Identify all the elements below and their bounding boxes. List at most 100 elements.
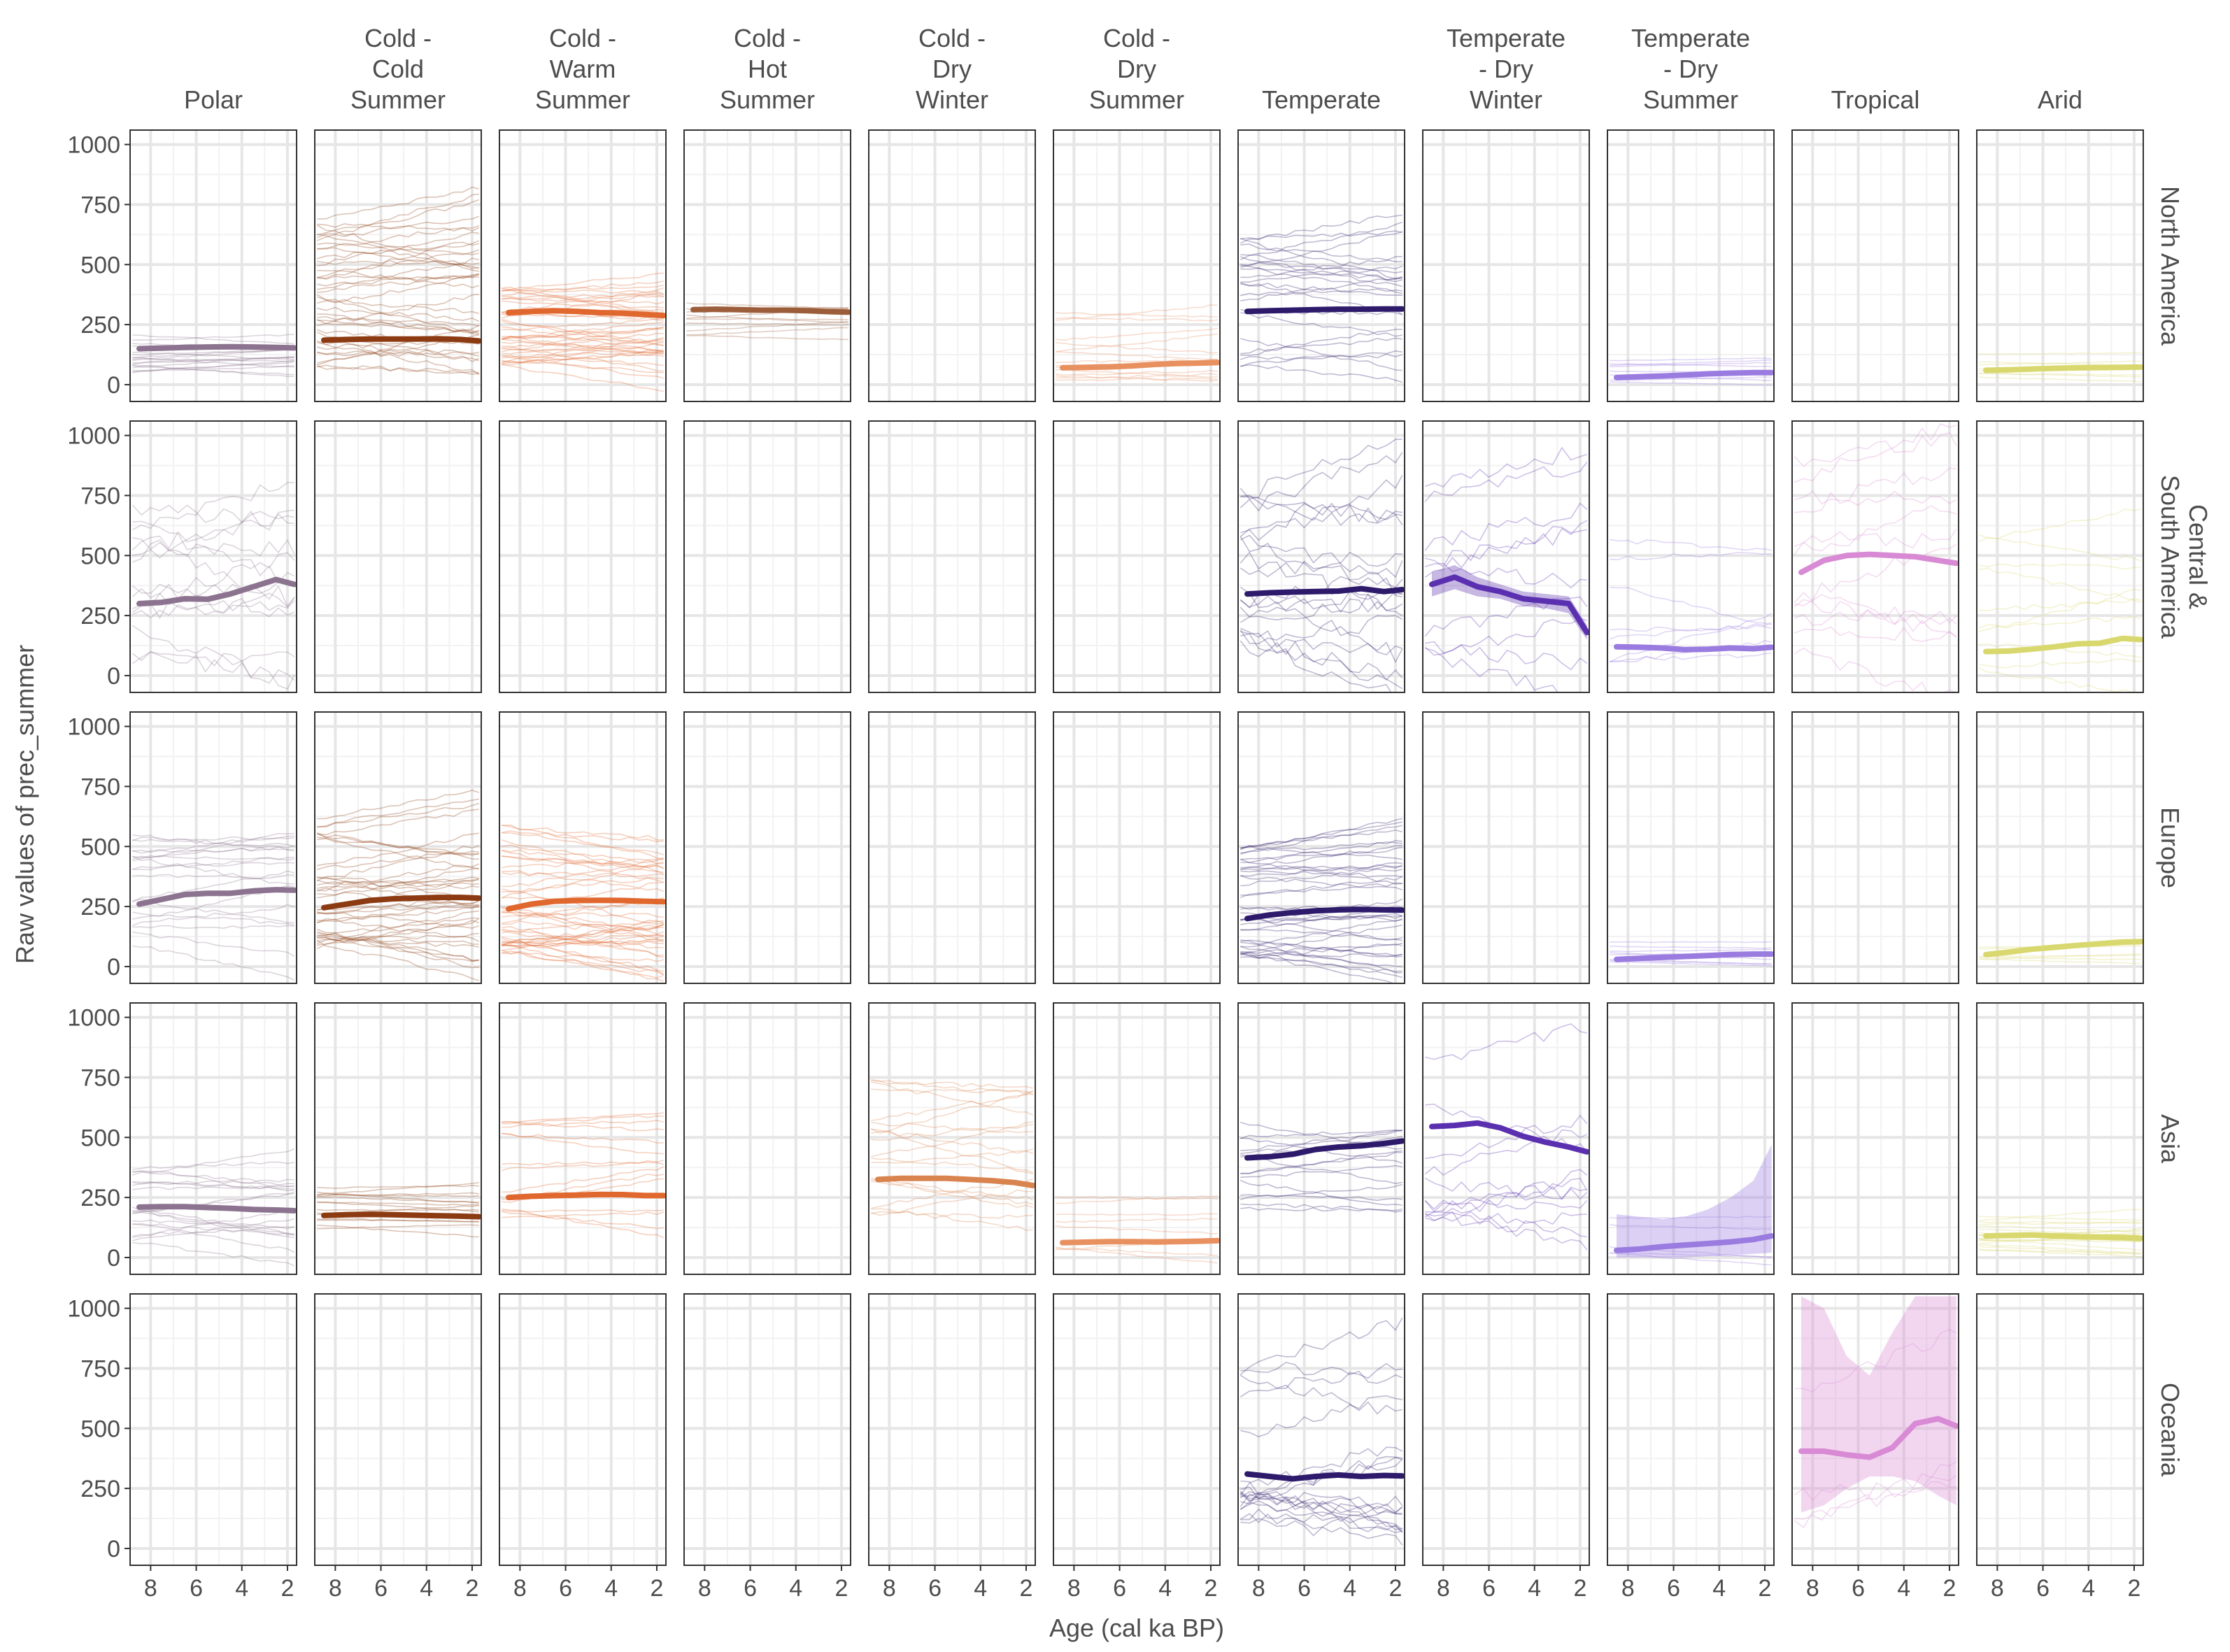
series-line-thin bbox=[502, 925, 664, 944]
series-line-thin bbox=[1610, 961, 1772, 967]
series-line-thin bbox=[316, 319, 480, 334]
series-line-thin bbox=[317, 850, 479, 871]
y-tick-label: 250 bbox=[80, 894, 120, 920]
series-line-thin bbox=[317, 340, 480, 376]
series-line-thin bbox=[317, 802, 479, 828]
series-line-thin bbox=[132, 931, 295, 957]
panel-grid bbox=[129, 129, 2144, 1566]
series-line-thin bbox=[132, 1181, 294, 1192]
series-line-thin bbox=[1240, 627, 1402, 655]
panel-r1-c5 bbox=[1053, 420, 1221, 693]
series-line-thin bbox=[1240, 632, 1403, 690]
x-tick-label: 6 bbox=[928, 1575, 942, 1602]
series-line-thin bbox=[502, 284, 664, 292]
series-line-thin bbox=[1979, 1222, 2141, 1225]
series-line-thin bbox=[1979, 1239, 2141, 1251]
panel-border bbox=[683, 1293, 851, 1566]
series-line-thin bbox=[317, 928, 479, 962]
series-line-thin bbox=[686, 334, 848, 341]
series-line-thin bbox=[1978, 667, 2134, 692]
column-strip-labels: Polar Cold -Cold Summer Cold -Warm Summer Col… bbox=[184, 24, 2082, 114]
series-line-thin bbox=[1240, 866, 1402, 872]
series-line-thin bbox=[1240, 829, 1402, 848]
series-line-thin bbox=[1240, 875, 1402, 891]
series-line-thin bbox=[317, 273, 480, 287]
panel-border bbox=[1053, 420, 1221, 693]
panel-border bbox=[129, 711, 297, 984]
series-line-thin bbox=[1240, 631, 1403, 681]
series-line-thin bbox=[1240, 1395, 1402, 1437]
series-line-thin bbox=[317, 900, 479, 923]
x-tick-label: 8 bbox=[1437, 1575, 1450, 1602]
series-line-thin bbox=[132, 1206, 294, 1236]
series-line-thin bbox=[1424, 1177, 1588, 1200]
series-line-thin bbox=[502, 1211, 664, 1218]
series-line-thin bbox=[686, 318, 848, 320]
series-line-thin bbox=[317, 242, 479, 255]
x-tick-label: 4 bbox=[420, 1575, 433, 1602]
series-line-thin bbox=[502, 287, 664, 294]
series-line-thin bbox=[1240, 862, 1402, 877]
series-line-thin bbox=[686, 322, 848, 326]
y-tick-label: 0 bbox=[107, 663, 120, 690]
series-line-thin bbox=[1240, 913, 1402, 925]
series-line-thin bbox=[132, 357, 294, 362]
panel-border bbox=[1237, 129, 1405, 402]
series-line-thin bbox=[502, 1120, 664, 1132]
series-line-thin bbox=[1240, 1317, 1403, 1376]
row-strip-label: Asia bbox=[2156, 1114, 2185, 1164]
series-line-thin bbox=[317, 932, 479, 969]
series-line-thin bbox=[502, 355, 664, 379]
series-line-thin bbox=[317, 920, 479, 946]
y-tick-label: 1000 bbox=[67, 132, 120, 159]
series-line-thin bbox=[1794, 1328, 1957, 1393]
series-line-thin bbox=[1610, 945, 1772, 949]
series-line-thin bbox=[317, 931, 479, 961]
series-line-mean bbox=[506, 897, 666, 912]
series-line-thin bbox=[1240, 551, 1402, 578]
series-line-thin bbox=[871, 1121, 1033, 1134]
series-line-thin bbox=[502, 888, 664, 925]
y-tick-label: 500 bbox=[80, 252, 120, 278]
series-line-thin bbox=[316, 845, 479, 882]
series-line-thin bbox=[1610, 552, 1772, 560]
series-line-thin bbox=[132, 1211, 294, 1235]
panel-border bbox=[499, 1293, 667, 1566]
series-line-thin bbox=[1240, 1130, 1402, 1139]
series-line-thin bbox=[1610, 586, 1772, 625]
series-line-thin bbox=[1240, 496, 1403, 525]
series-line-thin bbox=[132, 1185, 294, 1190]
series-line-thin bbox=[1240, 1501, 1403, 1516]
panel-border bbox=[1976, 711, 2144, 984]
y-tick-label: 750 bbox=[80, 1355, 120, 1382]
series-line-thin bbox=[502, 920, 664, 934]
series-line-thin bbox=[1240, 915, 1402, 923]
panel-border bbox=[1053, 1002, 1221, 1275]
series-line-thin bbox=[1240, 1480, 1402, 1530]
series-line-thin bbox=[870, 1128, 1033, 1154]
series-line-thin bbox=[502, 272, 664, 292]
series-line-thin bbox=[1610, 653, 1772, 663]
series-line-thin bbox=[1240, 941, 1402, 972]
series-line-thin bbox=[1794, 432, 1957, 467]
series-line-thin bbox=[132, 356, 294, 364]
x-tick-label: 8 bbox=[1806, 1575, 1819, 1602]
series-line-thin bbox=[1979, 1225, 2141, 1233]
panel-r0-c0 bbox=[129, 129, 297, 402]
series-line-thin bbox=[1240, 312, 1402, 337]
series-line-thin bbox=[1794, 626, 1957, 642]
series-line-thin bbox=[317, 364, 479, 373]
series-line-thin bbox=[1240, 221, 1402, 261]
series-line-thin bbox=[1425, 525, 1587, 568]
series-line-thin bbox=[317, 193, 479, 236]
series-line-thin bbox=[132, 874, 294, 879]
series-line-thin bbox=[502, 830, 664, 843]
series-line-thin bbox=[1240, 1130, 1402, 1151]
series-line-thin bbox=[132, 365, 294, 376]
series-line-mean bbox=[1983, 364, 2143, 373]
panel-r2-c4 bbox=[868, 711, 1036, 984]
series-line-thin bbox=[1056, 1213, 1218, 1216]
panel-border bbox=[499, 711, 667, 984]
panel-border bbox=[1053, 129, 1221, 402]
